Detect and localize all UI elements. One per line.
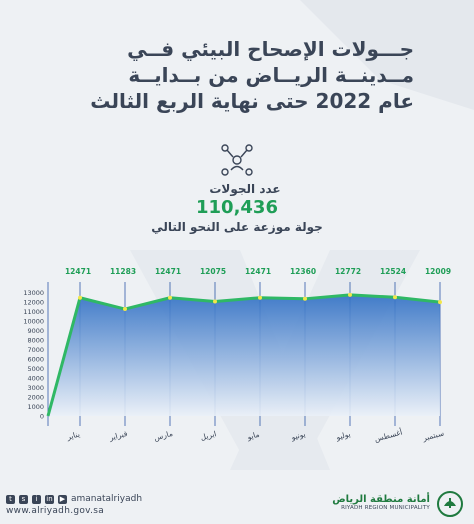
data-label: 12471 [155,267,181,276]
rounds-count-value: 110,436 [196,197,278,218]
org-name-arabic: أمانة منطقة الرياض [332,494,430,505]
x-tick-label: يونيو [289,429,306,442]
rounds-distribution-subtitle: جولة موزعة على النحو التالي [151,220,323,234]
y-tick-label: 8000 [27,337,44,345]
y-tick-label: 7000 [27,346,44,354]
y-tick-label: 2000 [27,394,44,402]
data-label: 12009 [425,267,451,276]
x-tick-label: مايو [245,430,260,442]
website-url[interactable]: www.alriyadh.gov.sa [6,506,105,516]
y-tick-label: 9000 [27,327,44,335]
linkedin-icon[interactable]: in [45,494,54,504]
series-line [46,293,441,417]
y-tick-label: 6000 [27,356,44,364]
youtube-icon[interactable]: ▶ [58,494,67,504]
y-tick-label: 3000 [27,384,44,392]
people-network-icon [221,144,253,176]
instagram-icon[interactable]: i [32,494,41,504]
y-tick-label: 4000 [27,375,44,383]
data-point [303,296,307,301]
y-tick-label: 1000 [27,403,44,411]
data-point [348,292,352,297]
page-title: جـــولات الإصحاح البيئي فــي مــدينــة ا… [14,36,414,114]
x-tick-label: يوليو [334,429,351,442]
y-tick-label: 10000 [23,318,44,326]
x-tick-label: أغسطس [373,427,403,444]
org-name-english: RIYADH REGION MUNICIPALITY [341,505,430,511]
rounds-area-chart: 12471 11283 12471 12075 12471 12360 12772 12524… [23,267,451,444]
y-tick-label: 11000 [23,308,44,316]
data-point [393,295,397,300]
twitter-icon[interactable]: t [6,494,15,504]
data-label: 12360 [290,267,316,276]
area-fill [48,294,440,416]
municipality-logo-text: أمانة منطقة الرياض RIYADH REGION MUNICIP… [332,494,430,511]
y-tick-label: 12000 [23,299,44,307]
data-point [438,300,442,305]
data-label: 12075 [200,267,226,276]
data-label: 11283 [110,267,136,276]
x-tick-label: سبتمبر [421,428,445,443]
x-tick-label: مارس [153,429,174,443]
title-line-3: عام 2022 حتى نهاية الربع الثالث [90,89,414,113]
data-point [123,307,127,312]
data-label: 12772 [335,267,361,276]
data-label: 12471 [245,267,271,276]
y-tick-label: 5000 [27,365,44,373]
x-tick-label: فبراير [107,429,128,443]
data-label: 12524 [380,267,406,276]
x-tick-label: ابريل [199,429,217,442]
snapchat-icon[interactable]: s [19,494,28,504]
data-label: 12471 [65,267,91,276]
y-tick-label: 13000 [23,289,44,297]
data-point [213,299,217,304]
title-line-1: جـــولات الإصحاح البيئي فــي [127,37,414,61]
data-point [168,295,172,300]
y-tick-label: 0 [40,413,44,421]
x-tick-label: يناير [65,430,81,442]
municipality-emblem-icon [437,491,463,517]
data-point [78,295,82,300]
title-line-2: مــدينــة الريــاض من بــدايــة [128,63,414,87]
footer-social: t s i in ▶ amanatalriyadh www.alriyadh.g… [6,494,142,516]
social-handle[interactable]: amanatalriyadh [71,494,143,504]
data-point [258,295,262,300]
rounds-count-label: عدد الجولات [209,182,281,196]
